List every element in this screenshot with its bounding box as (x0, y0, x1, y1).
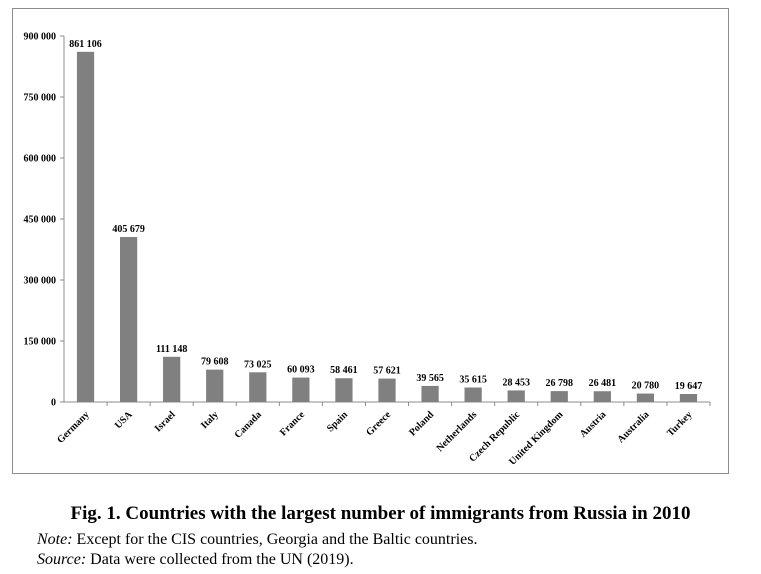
chart-frame: 0 150 000 300 000 450 000 600 000 750 000 900 … (12, 8, 729, 474)
data-label: 73 025 (244, 359, 272, 370)
note-text: Except for the CIS countries, Georgia an… (72, 531, 478, 548)
category-label: Poland (407, 409, 436, 438)
y-tick-label: 0 (51, 398, 56, 409)
data-label: 35 615 (459, 375, 487, 386)
bar-italy (206, 369, 224, 402)
bar-united-kingdom (550, 391, 568, 402)
category-label: Australia (615, 409, 651, 445)
bar-australia (636, 393, 655, 402)
figure-caption: Fig. 1. Countries with the largest numbe… (70, 503, 691, 524)
bar-turkey (679, 394, 698, 402)
y-tick-label: 300 000 (24, 276, 57, 287)
data-label: 111 148 (156, 344, 187, 355)
y-tick-label: 450 000 (24, 215, 57, 226)
y-tick-label: 600 000 (24, 154, 57, 165)
bar-france (292, 377, 310, 402)
category-label: Greece (364, 409, 393, 438)
bar-spain (335, 378, 353, 402)
source-line: Source: Data were collected from the UN … (37, 551, 354, 569)
category-label: Spain (325, 409, 350, 434)
category-label: Israel (153, 409, 178, 434)
data-label: 26 798 (546, 378, 574, 389)
category-label: Austria (578, 409, 609, 440)
y-tick-label: 900 000 (24, 32, 57, 43)
bar-germany (76, 51, 95, 402)
bar-greece (378, 378, 396, 402)
bar-chart: 0 150 000 300 000 450 000 600 000 750 000 900 … (24, 32, 711, 468)
bar-netherlands (464, 387, 482, 402)
bar-austria (593, 391, 611, 402)
data-label: 26 481 (589, 378, 617, 389)
note-label: Note: (37, 531, 73, 548)
category-label: Italy (199, 409, 221, 431)
data-label: 79 608 (201, 357, 229, 368)
y-tick-label: 750 000 (24, 93, 57, 104)
category-label: Canada (233, 409, 264, 440)
bar-israel (163, 356, 181, 402)
data-label: 861 106 (69, 39, 102, 50)
data-label: 39 565 (416, 373, 444, 384)
data-label: 28 453 (502, 377, 530, 388)
category-label: USA (113, 409, 135, 431)
note-line: Note: Except for the CIS countries, Geor… (37, 531, 477, 549)
data-label: 60 093 (287, 365, 315, 376)
source-label: Source: (37, 551, 87, 568)
bar-usa (119, 237, 138, 402)
y-tick-label: 150 000 (24, 337, 57, 348)
source-text: Data were collected from the UN (2019). (86, 551, 354, 568)
data-label: 58 461 (330, 365, 358, 376)
bar-czech-republic (507, 390, 525, 402)
data-label: 405 679 (112, 224, 145, 235)
data-label: 19 647 (675, 381, 703, 392)
category-label: Germany (55, 409, 91, 445)
category-label: Turkey (665, 409, 695, 439)
data-label: 20 780 (632, 381, 660, 392)
category-label: France (278, 409, 307, 438)
category-label: Netherlands (435, 409, 480, 454)
data-label: 57 621 (373, 366, 401, 377)
bar-poland (421, 385, 439, 402)
bar-canada (249, 372, 267, 402)
